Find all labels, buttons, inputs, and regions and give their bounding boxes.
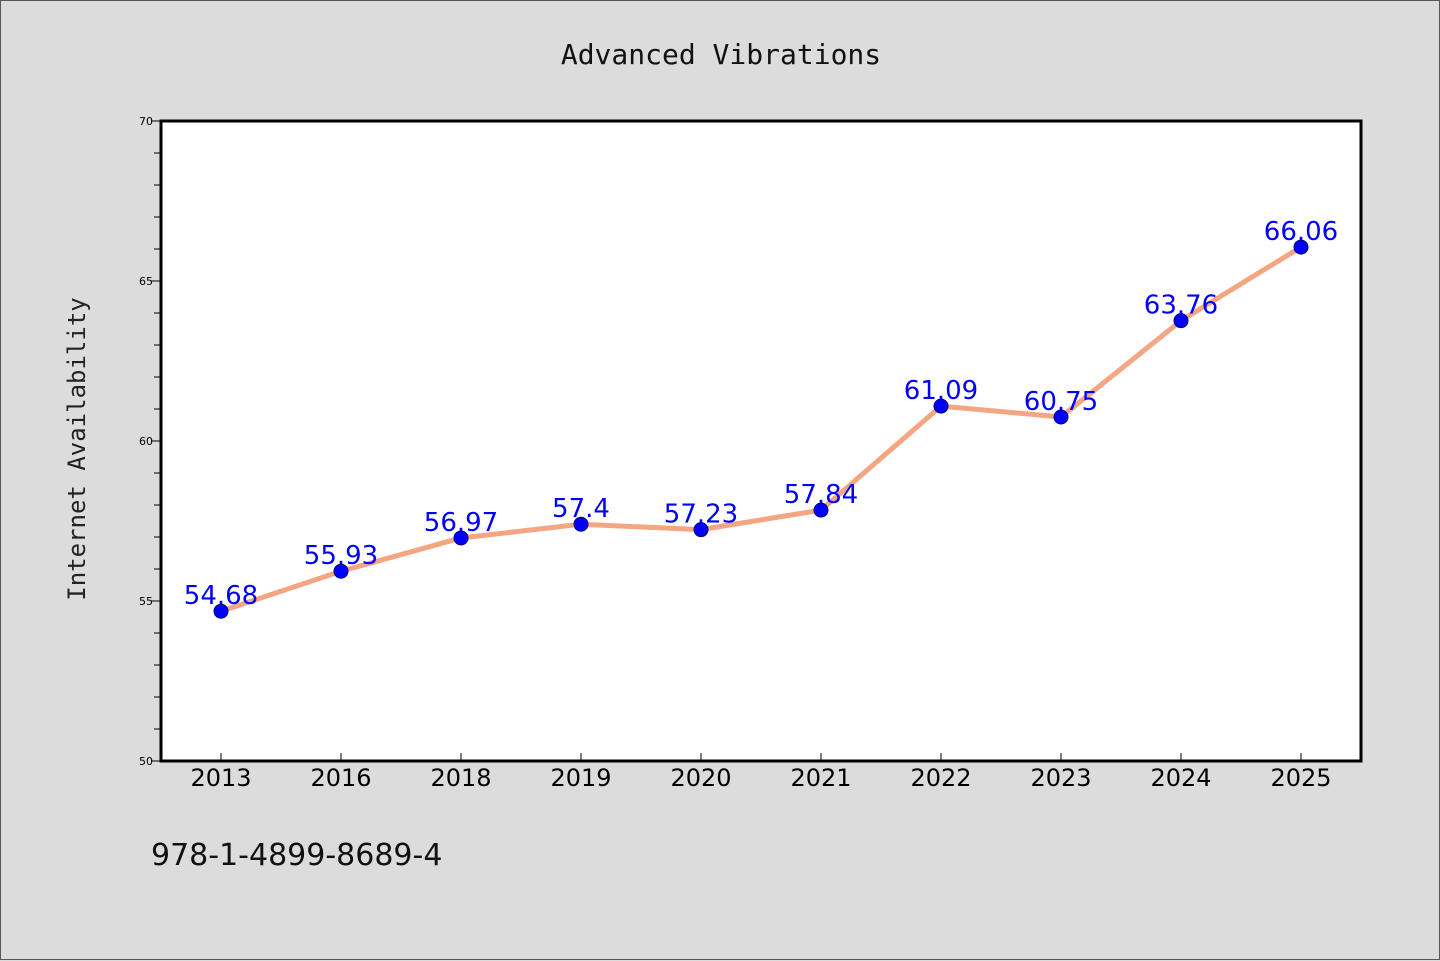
chart-title: Advanced Vibrations xyxy=(561,38,881,71)
data-point xyxy=(1173,313,1189,329)
x-tick-label: 2024 xyxy=(1150,764,1211,792)
y-tick-label: 65 xyxy=(139,275,153,288)
y-tick-label: 60 xyxy=(139,435,153,448)
y-tick-label: 70 xyxy=(139,115,153,128)
y-tick-label: 55 xyxy=(139,595,153,608)
x-tick-label: 2016 xyxy=(310,764,371,792)
series-line xyxy=(218,244,1304,614)
data-point xyxy=(1053,409,1069,425)
x-tick-label: 2023 xyxy=(1030,764,1091,792)
x-tick-label: 2025 xyxy=(1270,764,1331,792)
x-tick-label: 2022 xyxy=(910,764,971,792)
data-point xyxy=(933,398,949,414)
data-point xyxy=(693,522,709,538)
isbn-footer: 978-1-4899-8689-4 xyxy=(151,838,442,873)
data-point xyxy=(813,502,829,518)
data-point xyxy=(453,530,469,546)
data-point xyxy=(573,516,589,532)
x-tick-label: 2018 xyxy=(430,764,491,792)
y-axis: 50 55 60 65 70 xyxy=(139,115,161,768)
x-tick-label: 2019 xyxy=(550,764,611,792)
x-tick-label: 2013 xyxy=(190,764,251,792)
data-point xyxy=(1293,239,1309,255)
data-point xyxy=(333,563,349,579)
x-tick-label: 2021 xyxy=(790,764,851,792)
data-point xyxy=(213,603,229,619)
x-axis: 2013 2016 2018 2019 2020 2021 2022 2023 2024 2025 xyxy=(190,753,1332,792)
y-axis-label: Internet Availability xyxy=(63,297,91,600)
x-tick-label: 2020 xyxy=(670,764,731,792)
y-tick-label: 50 xyxy=(139,755,153,768)
plot-area xyxy=(159,119,1363,763)
